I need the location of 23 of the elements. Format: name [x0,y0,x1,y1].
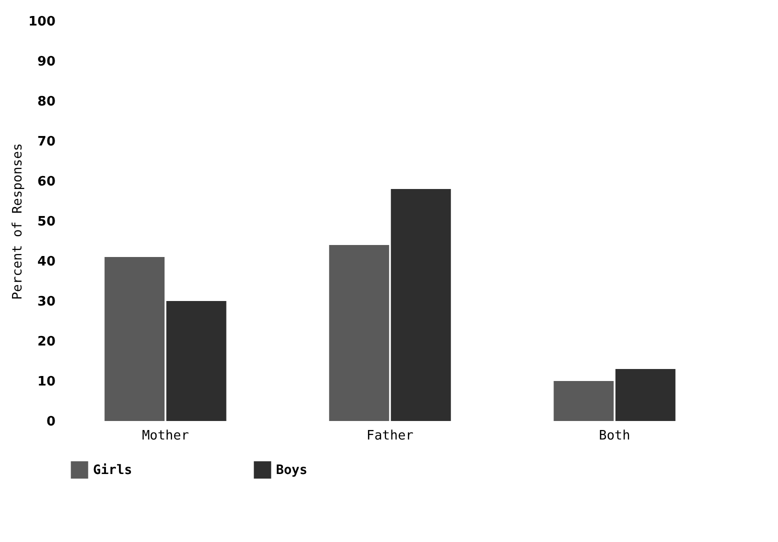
bar [329,245,390,421]
legend-label: Girls [93,462,132,478]
legend-label: Boys [276,462,308,478]
x-tick-label: Father [366,428,414,444]
bar [390,189,451,421]
bar [615,369,676,421]
y-tick-label: 10 [37,374,56,390]
bar [554,381,614,421]
y-tick-label: 70 [37,134,56,150]
y-axis-title: Percent of Responses [10,143,26,300]
y-tick-label: 60 [37,174,56,190]
y-tick-label: 80 [37,94,56,110]
y-tick-label: 30 [37,294,56,310]
y-tick-label: 40 [37,254,56,270]
bar [166,301,226,421]
y-tick-label: 100 [28,14,56,30]
y-tick-label: 20 [37,334,56,350]
bar [104,257,165,421]
y-tick-label: 50 [37,214,56,230]
y-tick-label: 90 [37,54,56,70]
x-tick-label: Both [598,428,630,444]
x-tick-label: Mother [142,428,190,444]
y-tick-label: 0 [46,414,56,430]
